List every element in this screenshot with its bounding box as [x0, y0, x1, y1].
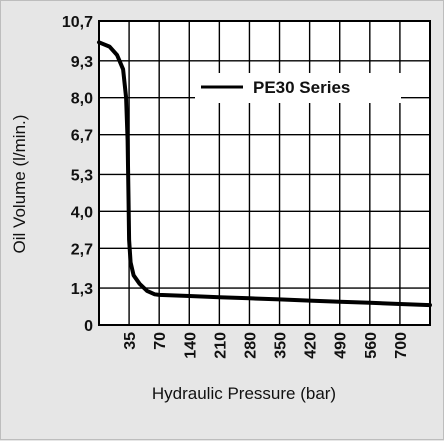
- x-tick-label-4: 280: [242, 332, 259, 359]
- series-line-0: [97, 40, 432, 308]
- x-axis-label: Hydraulic Pressure (bar): [152, 384, 336, 403]
- plot-background: [99, 21, 430, 325]
- legend-label: PE30 Series: [253, 78, 350, 97]
- y-tick-label-6: 8,0: [71, 91, 93, 108]
- y-tick-label-2: 2,7: [71, 241, 93, 258]
- x-tick-label-6: 420: [303, 332, 320, 359]
- y-tick-labels: 0 1,3 2,7 4,0 5,3 6,7 8,0 9,3 10,7: [62, 14, 93, 335]
- y-tick-label-3: 4,0: [71, 204, 93, 221]
- x-tick-label-7: 490: [333, 332, 350, 359]
- x-tick-labels: 35 70 140 210 280 350 420 490 560 700: [122, 332, 410, 359]
- y-tick-label-4: 5,3: [71, 167, 93, 184]
- x-tick-label-0: 35: [122, 332, 139, 350]
- legend: PE30 Series: [195, 73, 401, 103]
- y-tick-label-8: 10,7: [62, 14, 93, 31]
- x-tick-label-3: 210: [212, 332, 229, 359]
- series-layer: [97, 40, 432, 308]
- x-tick-label-5: 350: [273, 332, 290, 359]
- x-tick-label-9: 700: [393, 332, 410, 359]
- y-tick-label-7: 9,3: [71, 54, 93, 71]
- y-axis-label: Oil Volume (l/min.): [10, 115, 29, 254]
- grid: [99, 21, 430, 325]
- y-tick-label-0: 0: [84, 318, 93, 335]
- x-tick-label-8: 560: [363, 332, 380, 359]
- plot-border: [98, 20, 431, 326]
- x-tick-label-1: 70: [152, 332, 169, 350]
- y-tick-label-1: 1,3: [71, 281, 93, 298]
- y-tick-label-5: 6,7: [71, 128, 93, 145]
- x-tick-label-2: 140: [182, 332, 199, 359]
